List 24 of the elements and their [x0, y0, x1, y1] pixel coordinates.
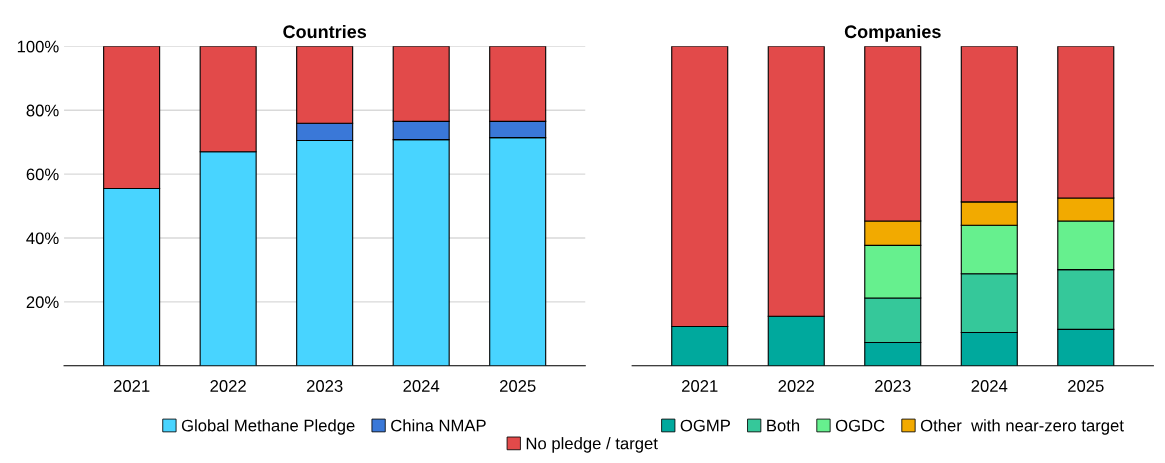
chart-title: Countries — [283, 24, 367, 39]
y-tick-label: 40% — [26, 232, 59, 245]
x-tick-label: 2023 — [875, 380, 911, 392]
x-tick-label: 2025 — [1068, 380, 1104, 392]
legend-label: Global Methane Pledge — [181, 419, 355, 435]
y-tick-label: 100% — [17, 40, 59, 53]
legend-label: No pledge / target — [526, 437, 658, 453]
x-tick-label: 2021 — [682, 380, 718, 392]
y-tick-label: 60% — [26, 168, 59, 181]
legend-label: OGMP — [680, 419, 730, 432]
chart-title: Companies — [844, 24, 941, 42]
x-tick-label: 2022 — [778, 380, 814, 392]
x-tick-label: 2024 — [971, 380, 1008, 392]
x-tick-label: 2021 — [113, 380, 150, 392]
y-tick-label: 20% — [26, 296, 59, 309]
y-tick-label: 80% — [26, 104, 59, 117]
legend-label: China NMAP — [391, 419, 486, 432]
legend-label: Both — [767, 419, 800, 432]
legend-label: Other with near-zero target — [920, 419, 1124, 435]
x-tick-label: 2025 — [500, 380, 536, 392]
x-tick-label: 2024 — [403, 380, 440, 392]
x-tick-label: 2022 — [210, 380, 246, 392]
legend-label: OGDC — [835, 419, 885, 432]
x-tick-label: 2023 — [306, 380, 343, 392]
